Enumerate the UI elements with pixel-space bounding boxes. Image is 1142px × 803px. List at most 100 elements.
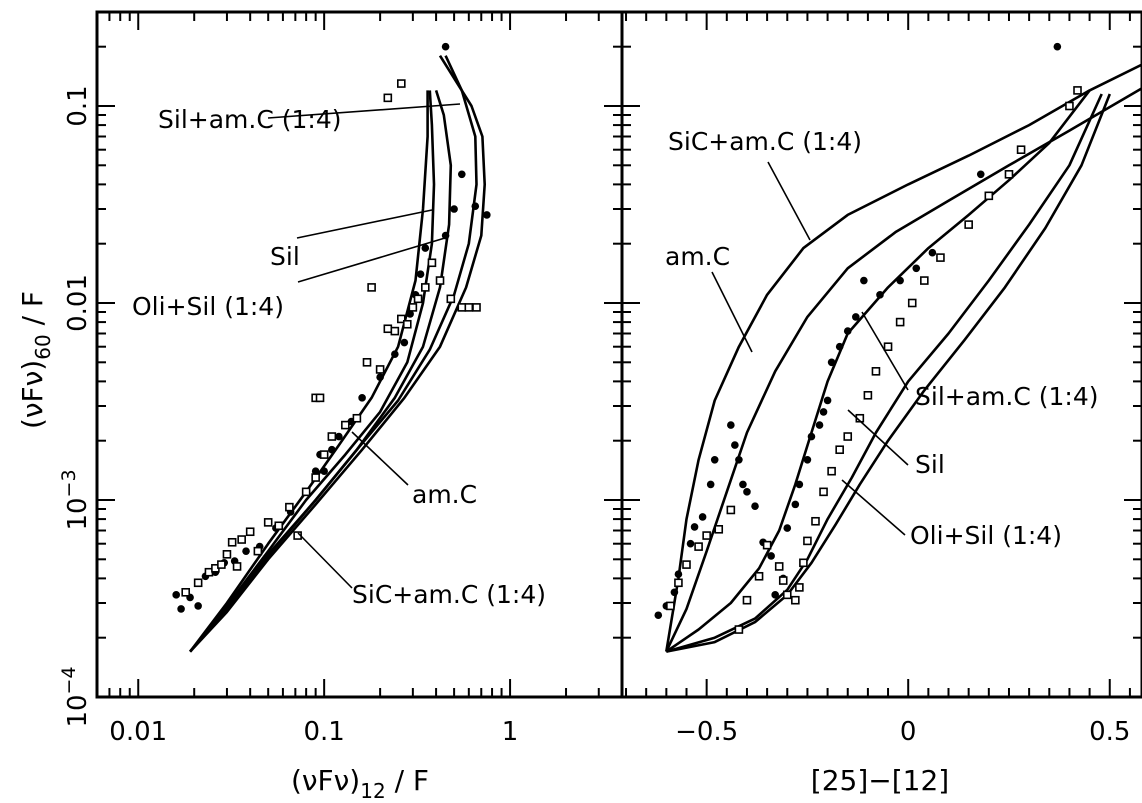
leader-amc-right [711, 271, 753, 353]
data-point-open [352, 413, 362, 423]
data-point-filled [739, 480, 747, 489]
annotation-sic-amc-left: SiC+am.C (1:4) [352, 580, 546, 609]
data-point-filled [896, 276, 904, 285]
y-axis-title: (νFν)60 / F [16, 291, 55, 429]
data-point-filled [358, 394, 366, 402]
annotation-sil-left: Sil [270, 242, 300, 271]
data-point-open [253, 546, 263, 556]
annotation-amc-left: am.C [412, 480, 477, 509]
model-curve-oli-sil-1-4 [189, 90, 453, 653]
data-point-open [397, 79, 406, 88]
data-point-open [1065, 101, 1074, 111]
data-point-filled [767, 552, 775, 560]
data-point-filled [783, 524, 792, 532]
data-point-filled [421, 244, 430, 252]
data-point-open [464, 303, 474, 312]
data-point-open [227, 537, 237, 547]
y-tick-label: 10−4 [58, 666, 93, 727]
data-point-filled [795, 480, 804, 489]
data-point-open [754, 571, 764, 581]
leader-sil-right [847, 409, 909, 466]
data-point-filled [674, 570, 683, 579]
data-point-filled [751, 502, 759, 511]
data-point-filled [311, 467, 320, 476]
data-point-open [742, 595, 752, 605]
data-point-open [871, 367, 881, 376]
data-point-open [1016, 145, 1026, 154]
model-curve-am-c [665, 86, 1142, 653]
data-point-open [319, 450, 329, 459]
data-point-open [390, 326, 400, 336]
leader-sic-amc-right [767, 161, 811, 241]
data-point-filled [807, 432, 816, 441]
data-point-filled [654, 611, 663, 620]
data-point-open [666, 601, 675, 611]
data-point-open [714, 525, 724, 534]
data-point-filled [376, 373, 384, 382]
data-point-filled [843, 327, 852, 335]
leader-lines [267, 103, 909, 589]
data-point-open [863, 390, 873, 400]
data-point-open [1073, 86, 1082, 95]
data-point-open [435, 276, 445, 285]
data-point-filled [670, 588, 679, 597]
data-point-open [341, 420, 350, 430]
data-point-filled [471, 202, 480, 210]
x-tick-label: 0 [900, 717, 917, 747]
data-point-filled [406, 310, 414, 318]
model-curve-sil-am-c-1-4 [665, 89, 1091, 653]
annotation-sil-amc-left: Sil+am.C (1:4) [158, 105, 341, 134]
leader-amc-left [351, 431, 409, 486]
data-point-filled [194, 602, 202, 610]
data-point-filled [928, 248, 937, 257]
data-point-filled [706, 480, 715, 489]
data-point-open [762, 540, 772, 550]
data-point-open [726, 505, 736, 515]
data-point-open [936, 253, 945, 262]
data-point-open [408, 303, 418, 312]
data-point-filled [320, 467, 328, 476]
data-point-filled [690, 523, 699, 531]
leader-olisil-left [297, 237, 446, 283]
annotation-sil-right: Sil [915, 450, 945, 479]
data-point-open [263, 518, 273, 527]
left-panel: 0.01 0.1 1 10−4 10−3 0.01 0.1 [58, 10, 624, 747]
data-point-filled [819, 408, 828, 416]
leader-sil-amc-left [267, 103, 461, 119]
leader-sil-amc-right [861, 311, 909, 391]
x-tick-label: −0.5 [675, 717, 738, 747]
data-point-filled [851, 313, 860, 321]
data-point-open [327, 432, 337, 441]
data-point-filled [457, 170, 466, 179]
data-point-filled [177, 605, 185, 613]
data-point-filled [328, 445, 336, 454]
data-point-filled [912, 264, 921, 273]
data-point-open [397, 314, 406, 324]
data-point-filled [735, 455, 743, 464]
data-point-filled [391, 350, 399, 358]
x-tick-label: 0.5 [1089, 717, 1130, 747]
data-point-open [421, 283, 430, 292]
data-point-open [702, 531, 711, 540]
data-point-open [791, 595, 800, 605]
data-point-filled [400, 338, 409, 347]
data-point-open [413, 294, 423, 304]
data-point-open [964, 220, 973, 229]
data-point-open [375, 365, 385, 374]
data-point-open [446, 294, 456, 304]
x-axis-title-right: [25]−[12] [811, 764, 949, 797]
data-point-open [674, 578, 683, 588]
data-point-open [274, 521, 284, 531]
data-point-filled [743, 488, 751, 496]
data-point-open [835, 445, 844, 455]
data-point-open [984, 191, 994, 201]
model-curve-sic-am-c-1-4 [665, 63, 1142, 652]
data-point-filled [791, 500, 800, 509]
data-point-filled [1053, 42, 1062, 51]
data-point-open [383, 93, 393, 103]
data-point-open [472, 303, 481, 312]
data-point-open [367, 283, 376, 292]
model-curve-sil-am-c-1-4 [189, 90, 429, 653]
data-point-filled [823, 396, 832, 405]
data-point-open [799, 558, 808, 568]
